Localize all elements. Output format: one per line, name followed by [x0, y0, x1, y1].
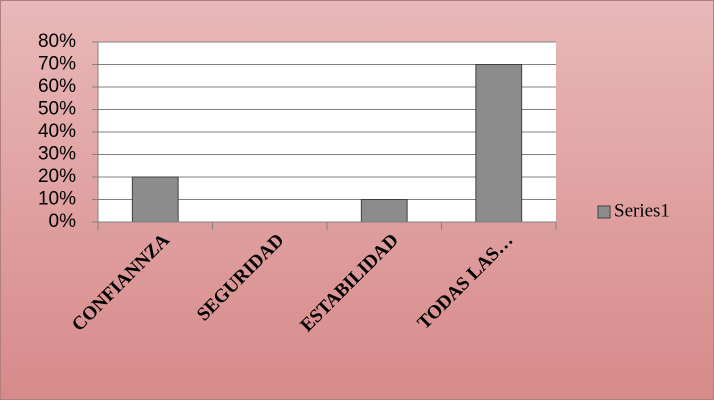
y-tick-label: 0%: [49, 211, 77, 232]
bar: [360, 199, 408, 223]
legend-swatch: [597, 205, 611, 219]
y-tick-label: 40%: [38, 121, 76, 142]
y-tick-label: 50%: [38, 99, 76, 120]
bar: [131, 176, 179, 223]
y-tick-label: 10%: [38, 189, 76, 210]
y-tick-label: 20%: [38, 166, 76, 187]
bar: [475, 64, 523, 223]
y-tick-label: 80%: [38, 31, 76, 52]
y-tick-label: 70%: [38, 54, 76, 75]
legend-label: Series1: [614, 200, 670, 221]
y-tick-label: 30%: [38, 144, 76, 165]
y-tick-label: 60%: [38, 76, 76, 97]
